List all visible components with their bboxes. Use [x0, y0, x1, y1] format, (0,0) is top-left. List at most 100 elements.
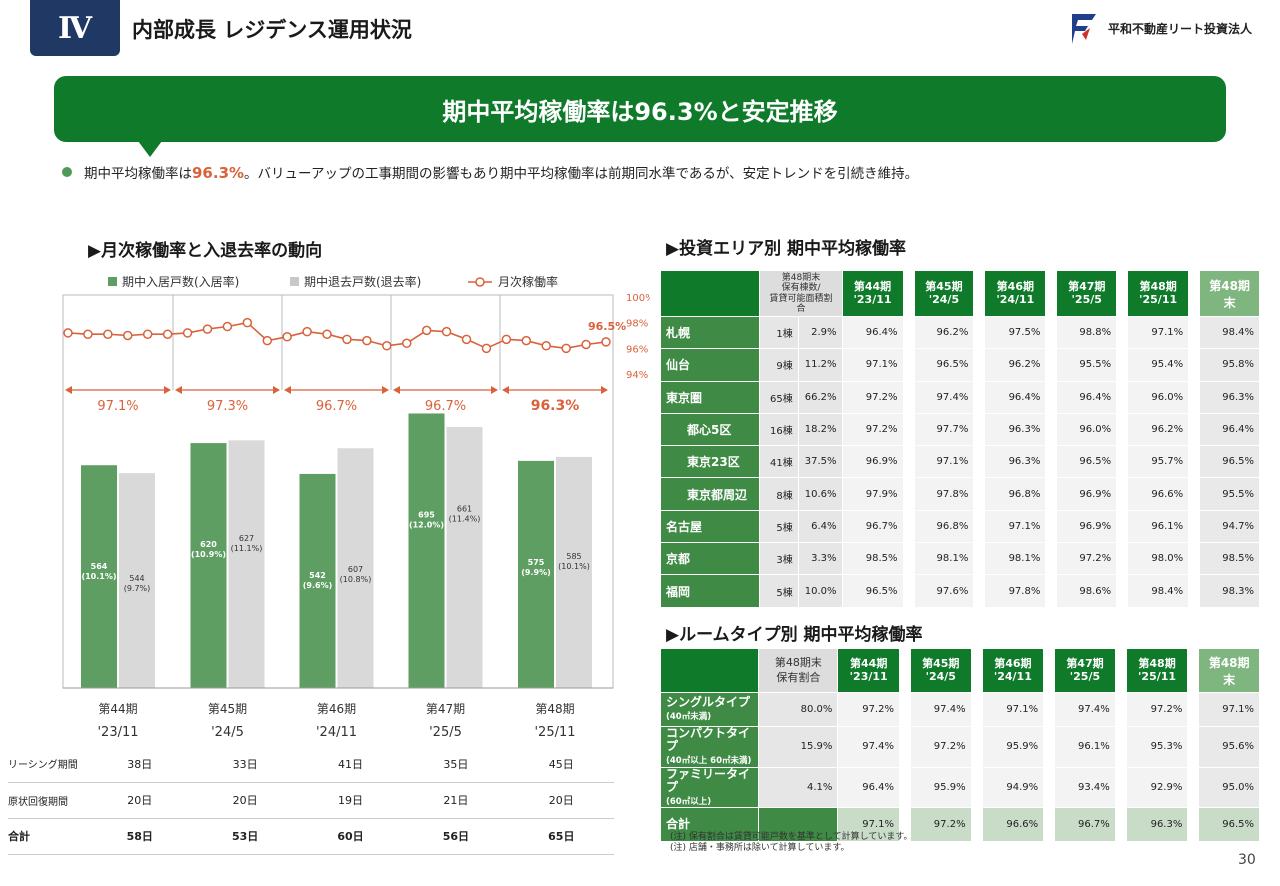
legend-swatch-0 [108, 277, 117, 286]
move-in-label: 564 [91, 562, 108, 571]
occupancy-point [123, 330, 133, 341]
period-sub-label: '24/5 [211, 725, 244, 740]
room-value: 95.6% [1198, 726, 1260, 768]
move-in-bar [408, 413, 445, 688]
col-gap [1187, 767, 1199, 808]
area-value: 98.1% [913, 542, 975, 576]
col-gap [1043, 692, 1055, 727]
room-section-title: ▶ルームタイプ別 期中平均稼働率 [666, 625, 923, 645]
col-gap [1115, 692, 1127, 727]
area-value: 97.2% [1056, 542, 1118, 576]
area-value: 96.2% [913, 315, 975, 350]
area-ratio: 66.2% [797, 380, 843, 414]
area-row: 東京23区 41棟 37.5% 96.9% 97.1% 96.3% 96.5% 95.7% 96… [659, 445, 1260, 479]
col-gap [1116, 348, 1128, 382]
occupancy-point [581, 339, 591, 350]
bottom-cell: 58日 [87, 818, 193, 855]
col-gap [971, 726, 983, 768]
col-gap [1116, 477, 1128, 511]
area-value: 96.9% [1056, 509, 1118, 544]
area-value: 96.4% [1056, 380, 1118, 414]
area-section-title: ▶投資エリア別 期中平均稼働率 [666, 239, 906, 259]
area-row-label: 東京圏 [659, 380, 761, 414]
move-in-rate-label: (9.6%) [303, 581, 333, 590]
room-col-period: 第44期 '23/11 [837, 648, 900, 693]
move-out-label: 661 [457, 504, 472, 513]
col-gap [1188, 542, 1200, 575]
col-gap [1116, 574, 1128, 608]
move-in-bar [81, 465, 117, 688]
company-logo: 平和不動産リート投資法人 [1068, 10, 1252, 46]
legend-swatch-1 [290, 277, 299, 286]
area-col-period: 第47期 '25/5 [1056, 270, 1118, 317]
room-value: 96.3% [1125, 807, 1189, 843]
col-gap [1188, 413, 1200, 446]
room-type-name: コンパクトタイプ [666, 726, 751, 754]
area-value: 97.8% [913, 477, 975, 511]
right-axis-tick: 98% [626, 319, 648, 330]
area-building-count: 65棟 [759, 380, 799, 414]
col-gap [903, 316, 915, 349]
area-value: 95.5% [1056, 348, 1118, 382]
occupancy-point [521, 335, 532, 346]
area-value: 96.3% [984, 412, 1047, 447]
page-title: 内部成長 レジデンス運用状況 [132, 18, 412, 42]
area-col-period: 第48期 '25/11 [1127, 270, 1190, 317]
occupancy-point [481, 343, 492, 354]
bullet-prefix: 期中平均稼働率は [84, 166, 192, 182]
room-col-latest: 第48期末 [1198, 648, 1260, 693]
bottom-row-label: 合計 [8, 818, 88, 855]
col-gap [973, 510, 985, 543]
room-value: 95.3% [1125, 726, 1189, 768]
col-gap [1187, 807, 1199, 842]
legend-line-marker [475, 277, 485, 287]
col-gap [1115, 767, 1127, 808]
room-corner [659, 648, 760, 693]
summary-bullet: 期中平均稼働率は96.3%。バリューアップの工事期間の影響もあり期中平均稼働率は… [62, 162, 918, 182]
col-gap [1188, 270, 1200, 317]
room-row: ファミリータイプ (60㎡以上) 4.1% 96.4% 95.9% 94.9% 93.4% 9… [659, 766, 1260, 809]
col-gap [1045, 270, 1057, 317]
room-value: 94.9% [981, 766, 1045, 809]
move-in-rate-label: (10.9%) [191, 550, 226, 559]
area-row-label: 仙台 [659, 348, 761, 382]
col-gap [1045, 477, 1057, 511]
legend-label-0: 期中入居戸数(入居率) [122, 274, 239, 289]
period-label: 第44期 [98, 702, 137, 716]
area-value: 96.9% [841, 445, 904, 479]
room-value: 95.9% [909, 766, 972, 809]
move-out-rate-label: (11.4%) [449, 514, 481, 523]
legend-label-1: 期中退去戸数(退去率) [304, 274, 421, 289]
room-type-name: 合計 [666, 817, 691, 832]
area-row-label: 都心5区 [659, 412, 761, 447]
col-gap [1187, 692, 1199, 727]
area-ratio: 10.6% [797, 477, 843, 511]
bottom-cell: 53日 [192, 818, 298, 855]
room-value: 97.1% [837, 807, 900, 843]
area-ratio: 11.2% [797, 348, 843, 382]
occupancy-point [162, 329, 173, 339]
room-header-row: 第48期末 保有割合 第44期 '23/11 第45期 '24/5 第46期 '24/11 第4… [659, 648, 1260, 693]
room-ratio: 80.0% [758, 692, 839, 727]
move-out-bar [446, 426, 483, 688]
col-gap [1188, 316, 1200, 349]
occupancy-point [242, 317, 253, 328]
page-number: 30 [1238, 852, 1256, 868]
room-value: 97.4% [1054, 692, 1116, 727]
area-value: 96.8% [913, 509, 975, 544]
col-gap [899, 726, 911, 768]
bottom-cell: 21日 [403, 782, 509, 819]
col-gap [1188, 381, 1200, 414]
move-in-label: 620 [200, 540, 217, 549]
area-col-period: 第45期 '24/5 [913, 270, 975, 317]
area-value: 96.1% [1127, 509, 1190, 544]
col-gap [903, 477, 915, 511]
area-col-period: 第46期 '24/11 [984, 270, 1047, 317]
room-value: 95.9% [981, 726, 1045, 768]
move-out-rate-label: (9.7%) [124, 584, 151, 593]
occupancy-point [561, 343, 571, 354]
period-arrow-head [284, 386, 291, 394]
occupancy-point [342, 334, 352, 345]
area-value: 96.9% [1056, 477, 1118, 511]
area-building-count: 1棟 [759, 315, 799, 350]
